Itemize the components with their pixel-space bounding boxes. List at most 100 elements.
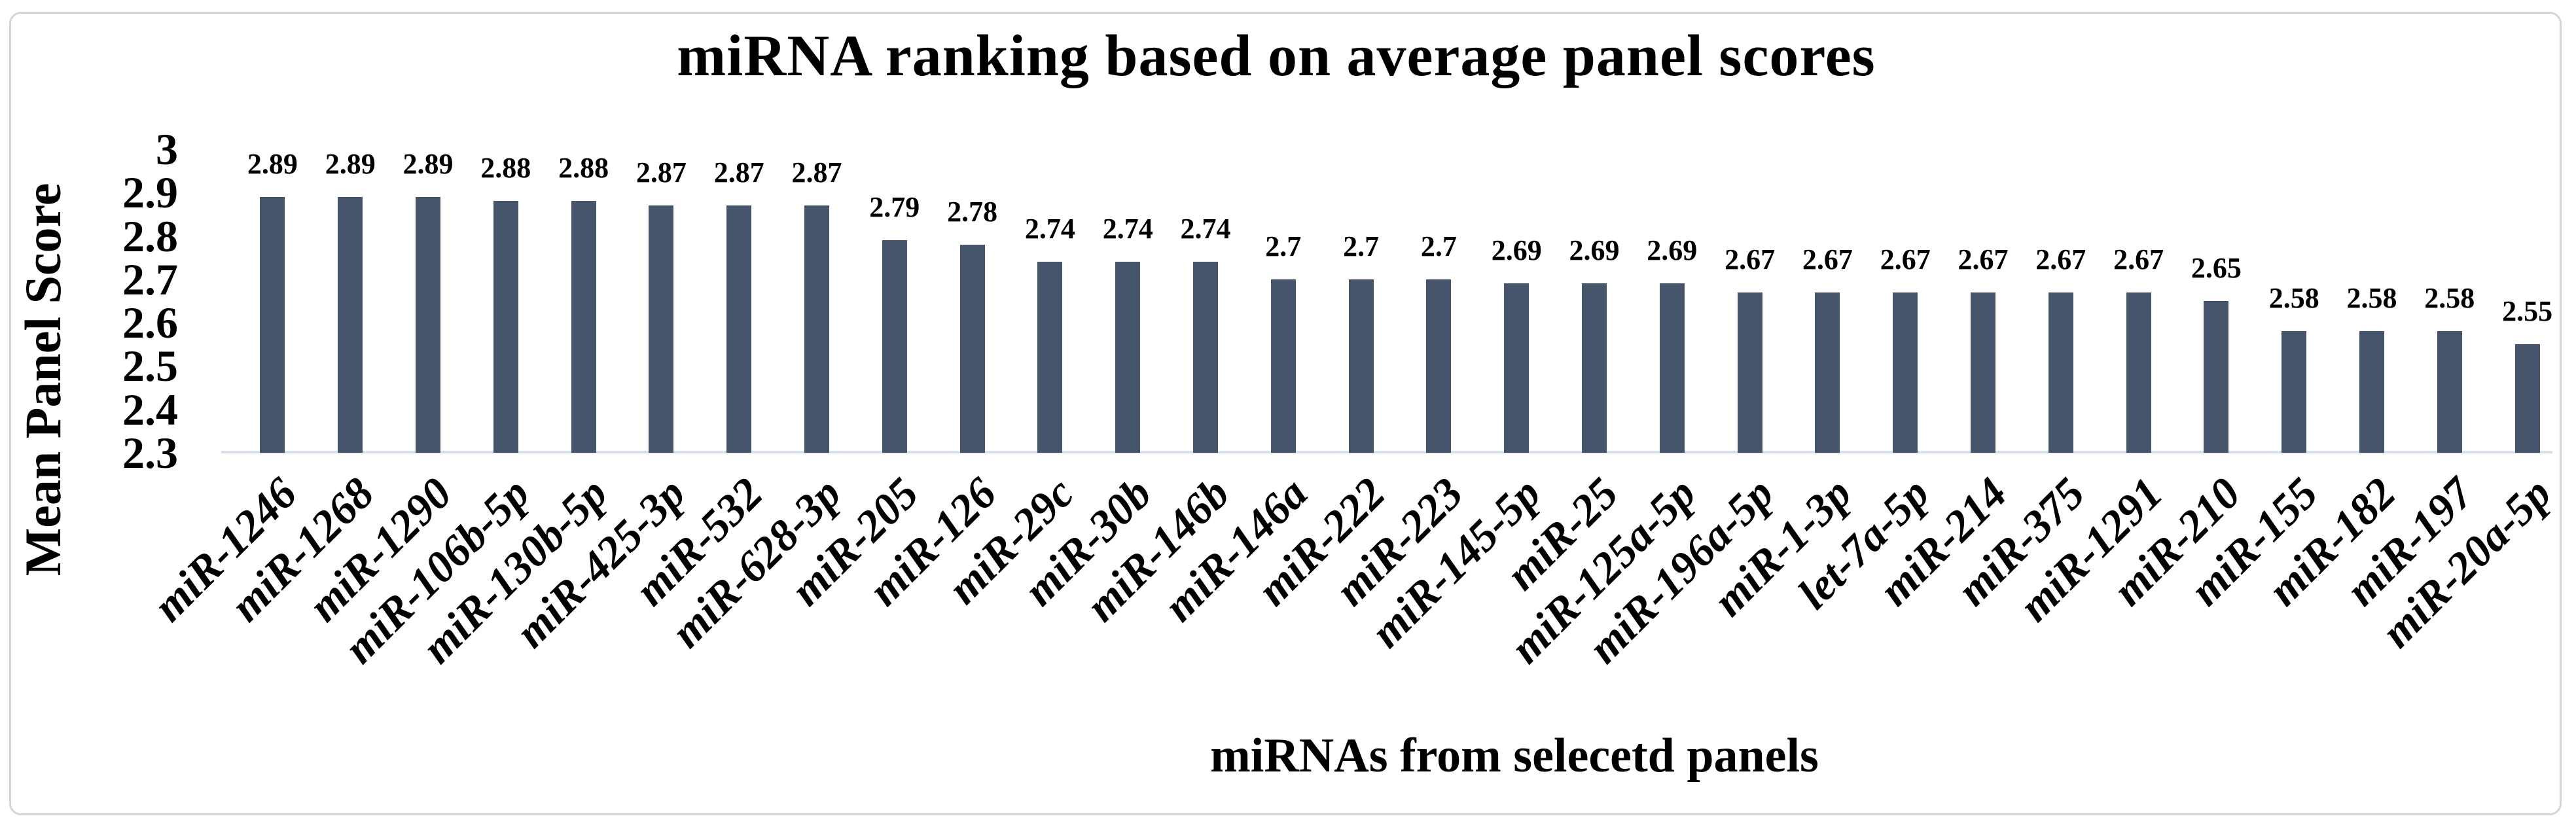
bar-slot: 2.89 miR-1290	[298, 0, 467, 831]
bar-slot: 2.67 miR-196a-5p	[1579, 0, 1789, 831]
bar	[415, 196, 440, 453]
bar-value-label: 2.7	[1343, 230, 1380, 262]
bar-slot: 2.58 miR-155	[2180, 0, 2333, 831]
bar-slot: 2.67 miR-375	[1947, 0, 2100, 831]
bar-value-label: 2.58	[2346, 282, 2397, 315]
y-axis-tick-label: 2.4	[122, 384, 178, 434]
bar	[882, 240, 907, 453]
bar	[1504, 283, 1530, 453]
bar	[2437, 331, 2462, 453]
bar	[1037, 262, 1063, 453]
bar-slot: 2.67 miR-1-3p	[1704, 0, 1867, 831]
bar	[959, 244, 985, 453]
bar	[1815, 292, 1840, 453]
bar-value-label: 2.87	[635, 156, 687, 189]
bar-value-label: 2.67	[1725, 243, 1776, 275]
bar-slot: 2.74 miR-30b	[1014, 0, 1167, 831]
bar-slot: 2.89 miR-1268	[221, 0, 389, 831]
bar-slot: 2.88 miR-106b-5p	[334, 0, 545, 831]
bar	[2359, 331, 2384, 453]
bar-value-label: 2.89	[247, 147, 298, 180]
bar-slot: 2.79 miR-205	[781, 0, 933, 831]
bar	[804, 205, 829, 453]
bar-slot: 2.67 miR-214	[1869, 0, 2022, 831]
bar-slot: 2.74 miR-29c	[938, 0, 1089, 831]
bar-value-label: 2.89	[402, 147, 454, 180]
bar	[2281, 331, 2307, 453]
bar	[1893, 292, 1918, 453]
bar-slot: 2.87 miR-532	[625, 0, 778, 831]
bar-slot: 2.7 miR-223	[1325, 0, 1478, 831]
bar-slot: 2.87 miR-628-3p	[661, 0, 856, 831]
bar	[1270, 279, 1296, 453]
bar	[493, 201, 518, 453]
bar-value-label: 2.67	[1880, 243, 1931, 275]
bar-value-label: 2.74	[1024, 213, 1075, 245]
bar	[571, 201, 596, 453]
bar-value-label: 2.55	[2502, 295, 2553, 328]
bar-slot: 2.87 miR-425-3p	[506, 0, 700, 831]
bar-value-label: 2.88	[558, 152, 609, 185]
y-axis-tick-label: 2.3	[122, 428, 178, 478]
y-axis-tick-label: 2.5	[122, 341, 178, 391]
bar-slot: 2.69 miR-145-5p	[1361, 0, 1556, 831]
bar-slot: 2.58 miR-182	[2258, 0, 2411, 831]
bar-slot: 2.67 miR-1291	[2009, 0, 2177, 831]
bar-value-label: 2.78	[947, 195, 998, 228]
bar-slot: 2.69 miR-25	[1496, 0, 1634, 831]
bar-value-label: 2.67	[1958, 243, 2009, 275]
bar	[1192, 262, 1218, 453]
bar	[1970, 292, 1995, 453]
x-axis-title: miRNAs from selecetd panels	[1210, 729, 1819, 783]
y-axis-tick-label: 3	[156, 124, 178, 174]
bar	[649, 205, 674, 453]
bar-slot: 2.74 miR-146b	[1076, 0, 1245, 831]
bar-slot: 2.78 miR-126	[859, 0, 1011, 831]
y-axis-tick-label: 2.7	[122, 254, 178, 304]
bar	[1737, 292, 1762, 453]
bar-slot: 2.69 miR-125a-5p	[1501, 0, 1711, 831]
bar-slot: 2.55 miR-20a-5p	[2372, 0, 2566, 831]
bar-value-label: 2.69	[1569, 234, 1620, 267]
bar-value-label: 2.69	[1647, 234, 1698, 267]
bar	[2204, 300, 2229, 453]
bar-slot: 2.7 miR-146a	[1154, 0, 1322, 831]
bar-value-label: 2.87	[713, 156, 764, 189]
bar-value-label: 2.67	[2035, 243, 2086, 275]
bar-value-label: 2.58	[2268, 282, 2319, 315]
bar-slot: 2.58 miR-197	[2336, 0, 2488, 831]
bar-value-label: 2.74	[1102, 213, 1153, 245]
bar	[1659, 283, 1685, 453]
bar-value-label: 2.69	[1491, 234, 1542, 267]
bar	[2126, 292, 2151, 453]
bar-value-label: 2.88	[480, 152, 531, 185]
bar-value-label: 2.74	[1180, 213, 1231, 245]
bar-value-label: 2.7	[1265, 230, 1302, 262]
bar	[1426, 279, 1452, 453]
bar-value-label: 2.79	[869, 191, 920, 224]
y-axis-tick-label: 2.8	[122, 211, 178, 261]
bar	[1115, 262, 1141, 453]
bar-value-label: 2.67	[1802, 243, 1853, 275]
bar-value-label: 2.65	[2191, 251, 2242, 284]
bar-slot: 2.65 miR-210	[2103, 0, 2255, 831]
bar	[260, 196, 285, 453]
bar-value-label: 2.89	[325, 147, 376, 180]
bar	[338, 196, 363, 453]
bar-slot: 2.88 miR-130b-5p	[412, 0, 622, 831]
y-axis-tick-label: 2.9	[122, 168, 178, 218]
bar	[2514, 344, 2540, 453]
y-axis-tick-label: 2.6	[122, 298, 178, 348]
bar-slot: 2.89 miR-1246	[143, 0, 312, 831]
bar	[2048, 292, 2073, 453]
bar	[1348, 279, 1374, 453]
chart-title: miRNA ranking based on average panel sco…	[677, 24, 1876, 88]
bar-value-label: 2.7	[1420, 230, 1457, 262]
bar-value-label: 2.87	[791, 156, 842, 189]
x-axis-line	[221, 451, 2552, 453]
bar-slot: 2.67 let-7a-5p	[1788, 0, 1944, 831]
bar-value-label: 2.58	[2424, 282, 2475, 315]
bar-value-label: 2.67	[2113, 243, 2164, 275]
bar	[726, 205, 752, 453]
